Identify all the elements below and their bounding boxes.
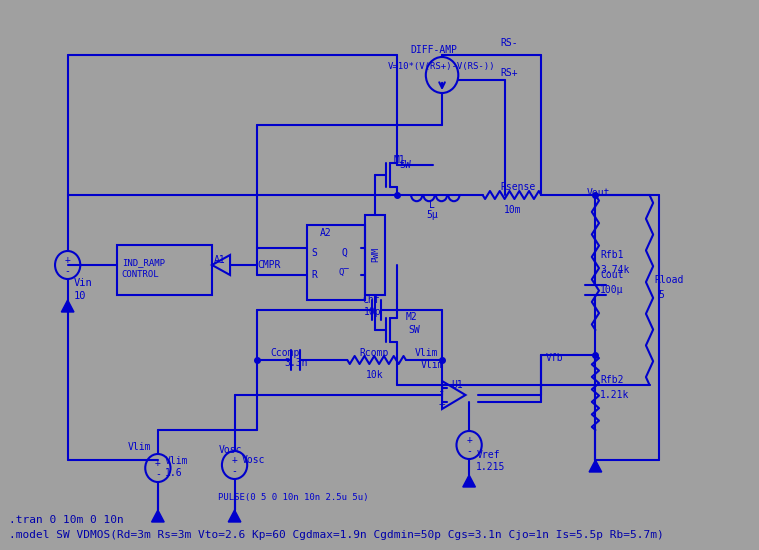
Text: 10: 10 — [74, 291, 87, 301]
Text: +: + — [466, 435, 472, 445]
Text: CMPR: CMPR — [257, 260, 281, 270]
Bar — [118, 245, 212, 295]
Text: M2: M2 — [406, 312, 417, 322]
Text: -: - — [466, 446, 472, 456]
Bar — [365, 215, 386, 295]
Text: Vout: Vout — [587, 188, 610, 198]
Text: Vlim: Vlim — [415, 348, 439, 358]
Text: +: + — [155, 458, 161, 468]
Polygon shape — [463, 475, 475, 487]
Text: +: + — [65, 255, 71, 265]
Text: SW: SW — [400, 160, 411, 170]
Text: Rcomp: Rcomp — [359, 348, 389, 358]
Text: A1: A1 — [214, 255, 225, 265]
Text: V=10*(V(RS+)-V(RS-)): V=10*(V(RS+)-V(RS-)) — [388, 62, 496, 71]
Polygon shape — [152, 510, 164, 522]
Text: 1.21k: 1.21k — [600, 390, 629, 400]
Text: .model SW VDMOS(Rd=3m Rs=3m Vto=2.6 Kp=60 Cgdmax=1.9n Cgdmin=50p Cgs=3.1n Cjo=1n: .model SW VDMOS(Rd=3m Rs=3m Vto=2.6 Kp=6… — [9, 530, 664, 540]
Text: 1.6: 1.6 — [165, 468, 183, 478]
Text: A2: A2 — [320, 228, 332, 238]
Text: Vlim: Vlim — [128, 442, 152, 452]
Text: Cout: Cout — [600, 270, 623, 280]
Polygon shape — [228, 510, 241, 522]
Text: DIFF-AMP: DIFF-AMP — [411, 45, 458, 55]
Text: L: L — [429, 200, 434, 210]
Polygon shape — [589, 460, 602, 472]
Text: Chf: Chf — [363, 295, 380, 305]
Text: -: - — [155, 469, 161, 479]
Text: 100μ: 100μ — [600, 285, 623, 295]
Text: RS+: RS+ — [501, 68, 518, 78]
Text: Rfb2: Rfb2 — [600, 375, 623, 385]
Text: -: - — [65, 266, 71, 276]
Text: M1: M1 — [393, 155, 405, 165]
Text: CONTROL: CONTROL — [121, 270, 159, 279]
Text: Rload: Rload — [654, 275, 683, 285]
Text: 10k: 10k — [365, 370, 383, 380]
Text: 5μ: 5μ — [427, 210, 439, 220]
Text: Ccomp: Ccomp — [271, 348, 300, 358]
Text: Q: Q — [341, 248, 347, 258]
Text: Vosc: Vosc — [242, 455, 266, 465]
Text: .tran 0 10m 0 10n: .tran 0 10m 0 10n — [9, 515, 124, 525]
Text: R: R — [311, 270, 317, 280]
Text: PWM: PWM — [371, 248, 380, 262]
Text: U1: U1 — [451, 380, 463, 390]
Text: Vin: Vin — [74, 278, 93, 288]
Text: 1.215: 1.215 — [477, 462, 505, 472]
Polygon shape — [61, 300, 74, 312]
Text: IND_RAMP: IND_RAMP — [121, 258, 165, 267]
Text: 10m: 10m — [503, 205, 521, 215]
Text: Vref: Vref — [477, 450, 500, 460]
Text: 3.74k: 3.74k — [600, 265, 629, 275]
Text: Vlim: Vlim — [420, 360, 444, 370]
Text: SW: SW — [408, 325, 420, 335]
Text: -: - — [231, 466, 238, 476]
Text: -: - — [438, 385, 446, 398]
Bar — [307, 225, 365, 300]
Text: PULSE(0 5 0 10n 10n 2.5u 5u): PULSE(0 5 0 10n 10n 2.5u 5u) — [219, 493, 369, 502]
Text: Vosc: Vosc — [219, 445, 243, 455]
Text: 3.3n: 3.3n — [284, 358, 307, 368]
Text: Rfb1: Rfb1 — [600, 250, 623, 260]
Text: 10p: 10p — [364, 307, 381, 317]
Text: 5: 5 — [659, 290, 664, 300]
Text: S: S — [311, 248, 317, 258]
Text: +: + — [231, 455, 238, 465]
Text: Vlim: Vlim — [165, 456, 188, 466]
Text: Q̅: Q̅ — [339, 268, 349, 277]
Text: +: + — [439, 399, 446, 409]
Text: RS-: RS- — [501, 38, 518, 48]
Text: Rsense: Rsense — [501, 182, 536, 192]
Text: Vfb: Vfb — [546, 353, 563, 363]
